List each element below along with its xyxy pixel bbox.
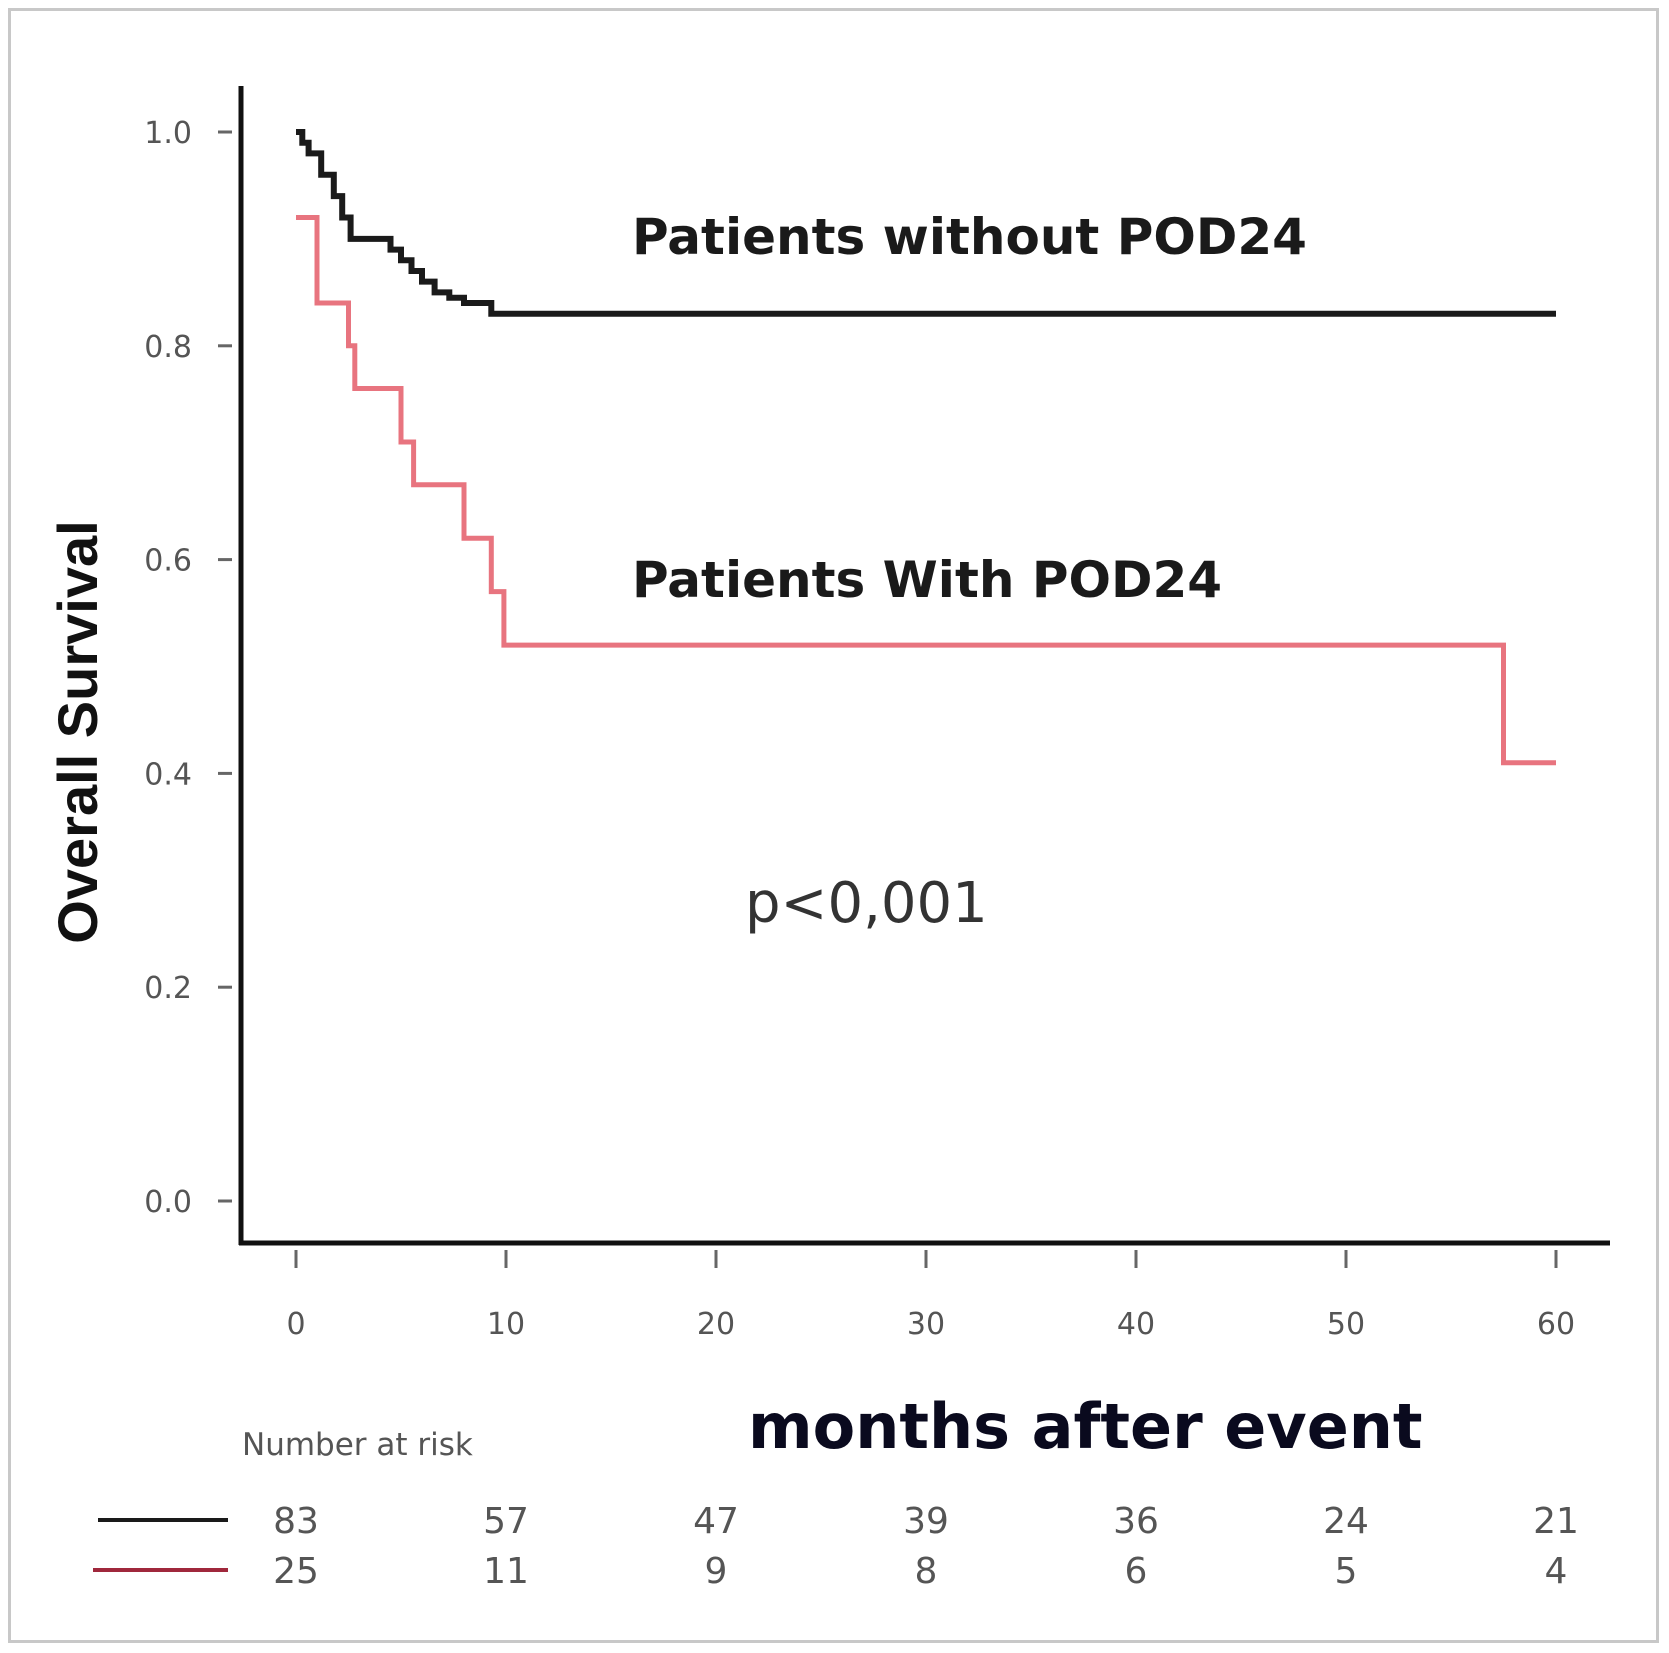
risk-count: 11 bbox=[483, 1551, 529, 1592]
risk-count: 6 bbox=[1125, 1551, 1148, 1592]
annotation-without-pod24: Patients without POD24 bbox=[632, 208, 1307, 266]
figure-frame bbox=[8, 8, 1659, 1643]
risk-count: 9 bbox=[705, 1551, 728, 1592]
series-group bbox=[296, 129, 1556, 766]
risk-count: 39 bbox=[903, 1501, 949, 1542]
annotation-with-pod24: Patients With POD24 bbox=[632, 551, 1222, 609]
curve-without-pod24 bbox=[296, 129, 1556, 317]
x-tick-label: 20 bbox=[697, 1307, 735, 1342]
risk-count: 47 bbox=[693, 1501, 739, 1542]
x-tick-label: 10 bbox=[487, 1307, 525, 1342]
y-tick-label: 0.4 bbox=[144, 757, 192, 792]
p-value-annotation: p<0,001 bbox=[745, 871, 988, 936]
x-tick-label: 40 bbox=[1117, 1307, 1155, 1342]
x-tick-label: 30 bbox=[907, 1307, 945, 1342]
risk-row-without: 83 57 47 39 36 24 21 bbox=[273, 1501, 1579, 1542]
risk-count: 5 bbox=[1335, 1551, 1358, 1592]
risk-count: 57 bbox=[483, 1501, 529, 1542]
risk-count: 83 bbox=[273, 1501, 319, 1542]
risk-count: 36 bbox=[1113, 1501, 1159, 1542]
risk-table-title: Number at risk bbox=[242, 1427, 473, 1463]
y-tick-label: 0.6 bbox=[144, 544, 192, 579]
risk-count: 4 bbox=[1545, 1551, 1568, 1592]
y-tick-label: 0.0 bbox=[144, 1185, 192, 1220]
y-tick-label: 0.8 bbox=[144, 330, 192, 365]
risk-count: 8 bbox=[915, 1551, 938, 1592]
x-axis-label: months after event bbox=[748, 1390, 1423, 1463]
x-tick-label: 50 bbox=[1327, 1307, 1365, 1342]
x-tick-label: 60 bbox=[1537, 1307, 1575, 1342]
y-axis-label: Overall Survival bbox=[46, 520, 109, 943]
risk-count: 25 bbox=[273, 1551, 319, 1592]
curve-with-pod24 bbox=[296, 215, 1556, 766]
risk-count: 21 bbox=[1533, 1501, 1579, 1542]
risk-row-with: 25 11 9 8 6 5 4 bbox=[273, 1551, 1567, 1592]
risk-count: 24 bbox=[1323, 1501, 1369, 1542]
x-ticks: 0 10 20 30 40 50 60 bbox=[286, 1250, 1575, 1342]
y-tick-label: 1.0 bbox=[144, 116, 192, 151]
y-ticks: 0.0 0.2 0.4 0.6 0.8 1.0 bbox=[144, 116, 232, 1220]
x-tick-label: 0 bbox=[286, 1307, 305, 1342]
y-tick-label: 0.2 bbox=[144, 971, 192, 1006]
